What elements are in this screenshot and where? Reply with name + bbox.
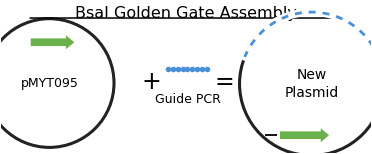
Text: =: = <box>215 70 235 93</box>
Text: New
Plasmid: New Plasmid <box>285 68 339 100</box>
Text: BsaI Golden Gate Assembly: BsaI Golden Gate Assembly <box>75 6 297 21</box>
Text: Guide PCR: Guide PCR <box>154 93 221 106</box>
Text: pMYT095: pMYT095 <box>20 77 78 89</box>
Text: +: + <box>141 70 161 93</box>
